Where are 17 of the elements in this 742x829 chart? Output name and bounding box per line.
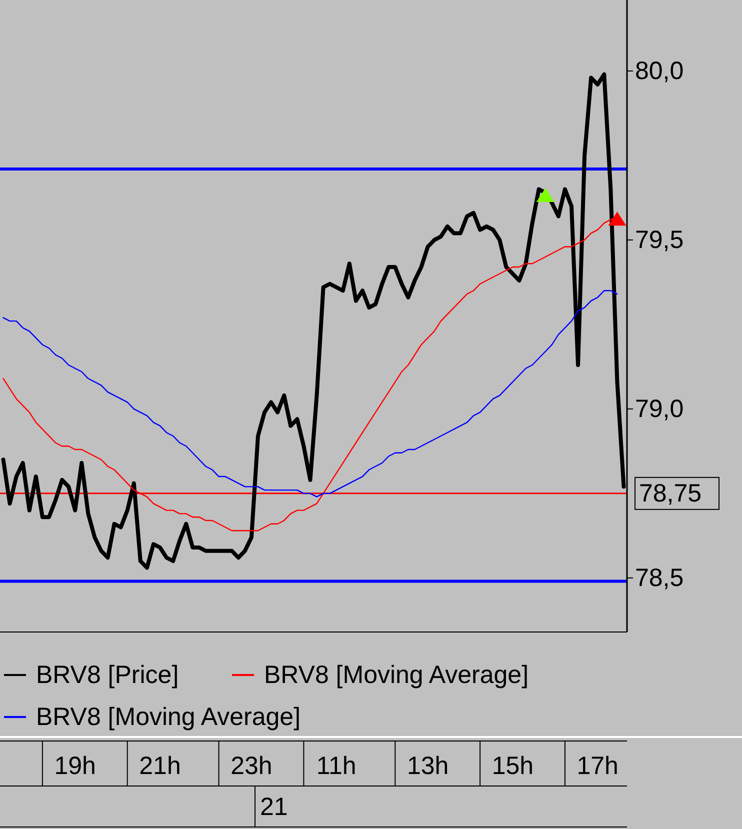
x-tick-label: 19h: [54, 752, 96, 780]
text: 21: [260, 793, 288, 821]
y-tick-label: 79,5: [635, 226, 684, 254]
x-tick-label: 17h: [576, 752, 618, 780]
legend-label: BRV8 [Price]: [36, 661, 179, 689]
y-tick-label: 80,0: [635, 56, 684, 85]
legend-label: BRV8 [Moving Average]: [36, 703, 301, 731]
legend-label: BRV8 [Moving Average]: [264, 661, 529, 689]
y-tick-label: 79,0: [635, 394, 684, 423]
x-tick-label: 21h: [139, 752, 181, 780]
x-tick-label: 11h: [316, 752, 356, 780]
x-tick-label: 23h: [230, 752, 272, 780]
y-tick-label: 78,5: [635, 564, 684, 592]
line-series: [2, 290, 618, 498]
x-tick-label: 15h: [492, 752, 534, 780]
ref-line-label: 78,75: [639, 479, 702, 508]
x-tick-label: 13h: [406, 752, 449, 780]
